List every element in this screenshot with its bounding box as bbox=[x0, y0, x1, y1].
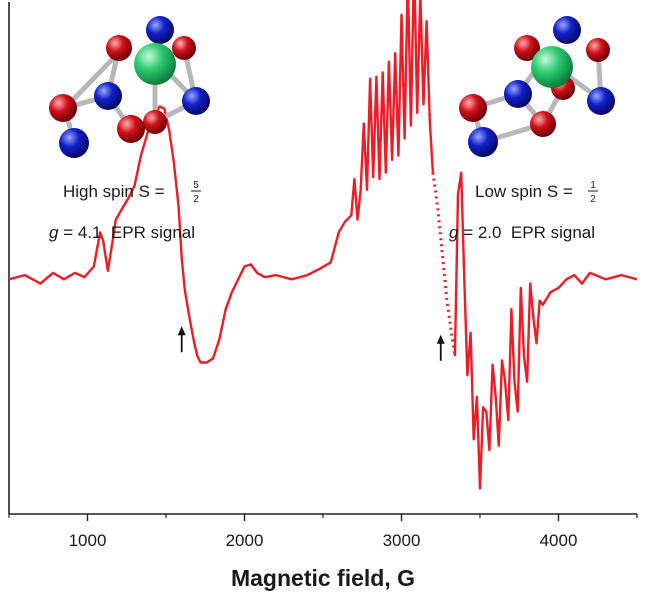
x-tick-label: 1000 bbox=[69, 531, 107, 550]
high-spin-denominator: 2 bbox=[193, 194, 199, 205]
x-tick-label: 3000 bbox=[383, 531, 421, 550]
high-spin-numerator: 5 bbox=[193, 180, 199, 191]
low-g-value-text: g = 2.0 EPR signal bbox=[449, 223, 595, 242]
x-axis-ticks: 1000 2000 3000 4000 bbox=[8, 514, 638, 550]
arrow-up-icon bbox=[436, 334, 445, 344]
high-spin-molecule-illustration bbox=[49, 16, 210, 158]
high-spin-label: High spin S = 5 2 g = 4.1 EPR signal bbox=[49, 180, 201, 242]
epr-trace-segment bbox=[453, 171, 638, 490]
annotation-arrows bbox=[177, 326, 445, 361]
epr-spectrum-series bbox=[8, 0, 638, 490]
low-spin-label: Low spin S = 1 2 g = 2.0 EPR signal bbox=[449, 180, 598, 242]
low-spin-denominator: 2 bbox=[590, 194, 596, 205]
low-spin-text: Low spin S = bbox=[475, 182, 573, 201]
high-g-value-text: g = 4.1 EPR signal bbox=[49, 223, 195, 242]
epr-trace-dotted-segment bbox=[431, 172, 457, 357]
low-spin-molecule-illustration bbox=[459, 16, 615, 157]
arrow-up-icon bbox=[177, 326, 186, 336]
low-spin-numerator: 1 bbox=[590, 180, 596, 191]
high-spin-text: High spin S = bbox=[63, 182, 165, 201]
epr-trace-segment bbox=[8, 0, 435, 364]
x-tick-label: 4000 bbox=[540, 531, 578, 550]
x-tick-label: 2000 bbox=[226, 531, 264, 550]
x-axis-title: Magnetic field, G bbox=[231, 565, 415, 591]
